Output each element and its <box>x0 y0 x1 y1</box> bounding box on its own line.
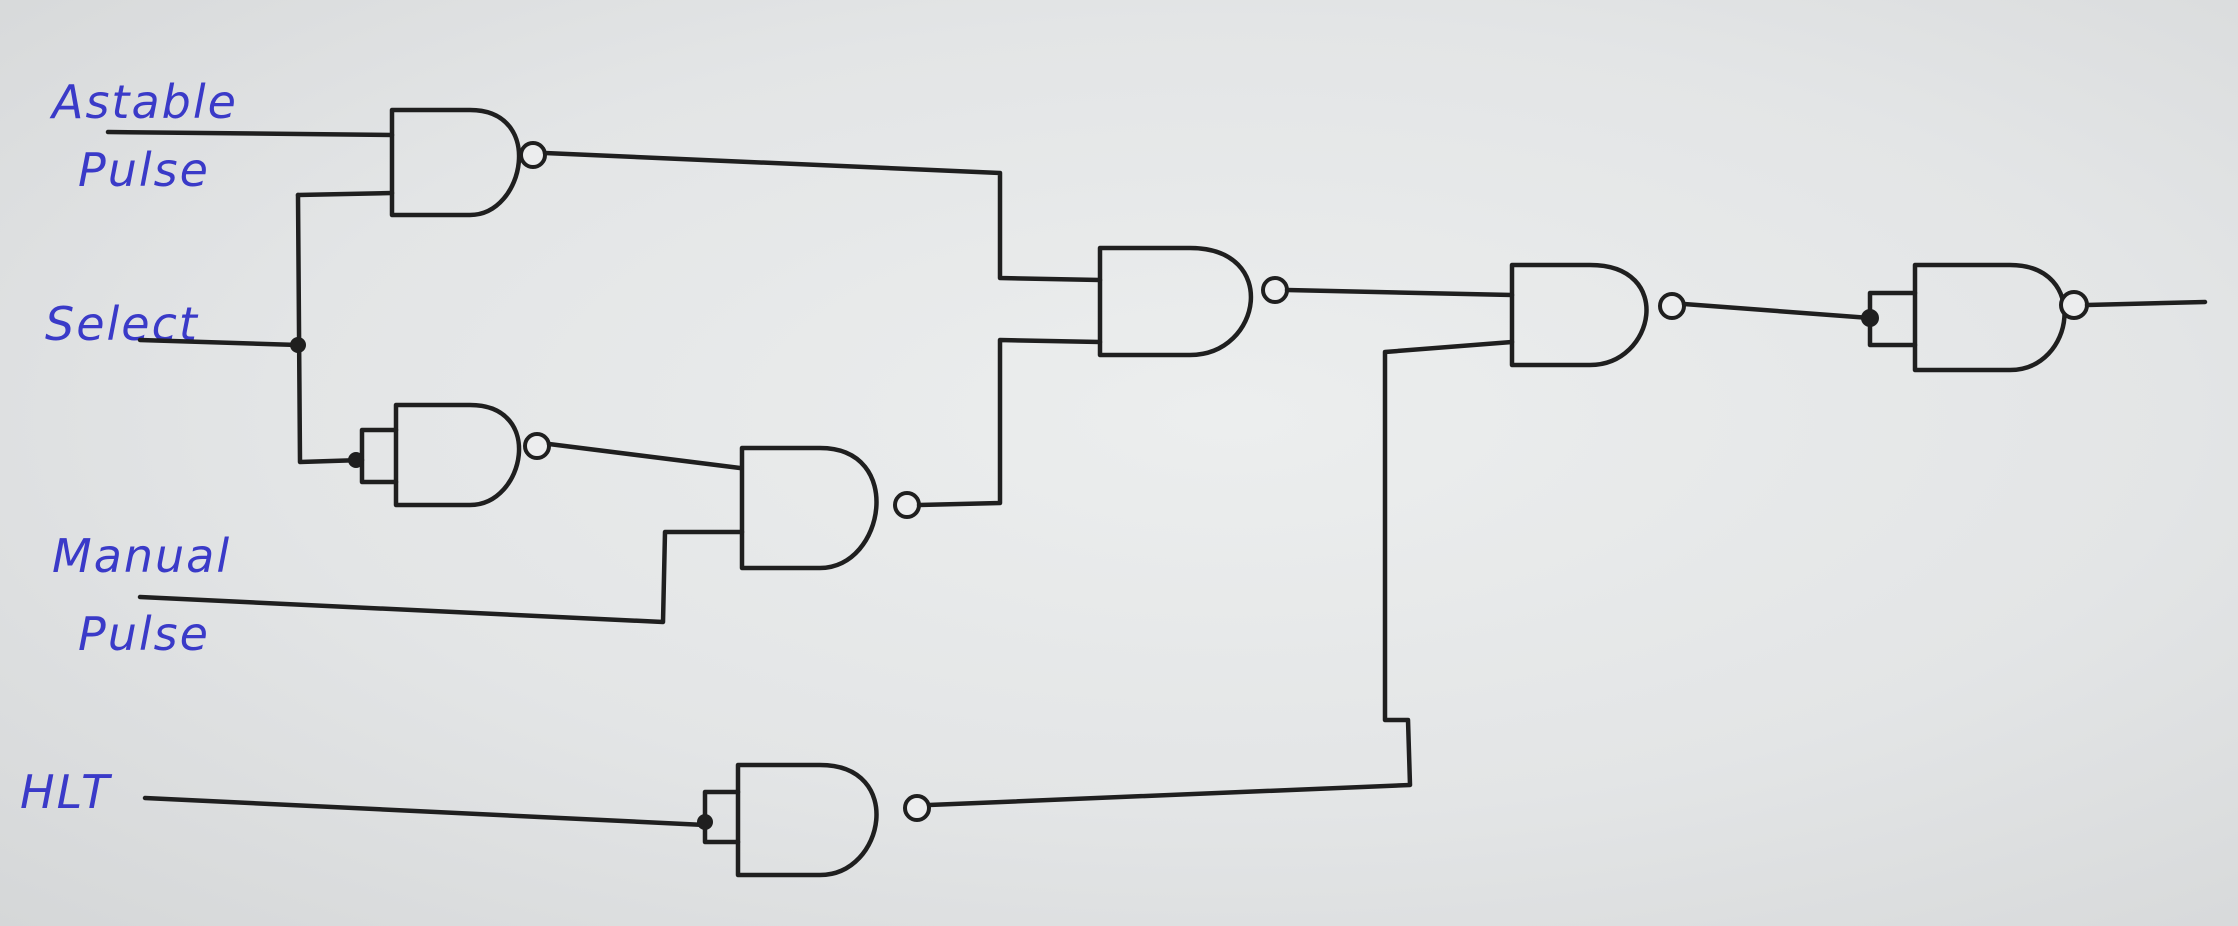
wire-astable-input <box>105 129 395 138</box>
wire-hlt-inverter-to-halt-and <box>926 339 1515 808</box>
wire-halt-and-to-output <box>1681 301 1873 321</box>
wire-gate1-to-combiner <box>542 150 1103 283</box>
nand-gate-combiner <box>1097 245 1289 358</box>
junction-hlt <box>697 814 713 830</box>
junction-output-inverter <box>1861 309 1879 327</box>
label-manual: Manual <box>52 529 231 583</box>
label-manual-pulse: Pulse <box>78 607 210 661</box>
nand-gate-astable <box>389 107 547 218</box>
wire-select-to-gate1 <box>295 190 395 198</box>
label-astable-pulse: Pulse <box>78 143 210 197</box>
wire-select-bus <box>295 192 365 465</box>
nand-gate-select-inverter <box>359 402 551 508</box>
wire-select-input <box>137 337 301 348</box>
wire-gate3-to-combiner <box>916 337 1103 508</box>
label-astable: Astable <box>49 75 238 129</box>
wire-manual-input <box>137 529 745 625</box>
junction-select-inverter <box>348 452 364 468</box>
label-hlt: HLT <box>20 765 113 819</box>
nand-gate-output-inverter <box>1867 262 2089 373</box>
wire-clock-output <box>2084 299 2208 308</box>
junction-select <box>290 337 306 353</box>
nand-gate-halt-and <box>1509 262 1686 368</box>
wire-hlt-input <box>142 795 708 828</box>
nand-gate-hlt-inverter <box>702 762 931 878</box>
wire-inverter-to-manual-gate <box>546 441 743 471</box>
wire-combiner-to-halt-and <box>1284 287 1515 298</box>
nand-gate-manual <box>739 445 921 571</box>
